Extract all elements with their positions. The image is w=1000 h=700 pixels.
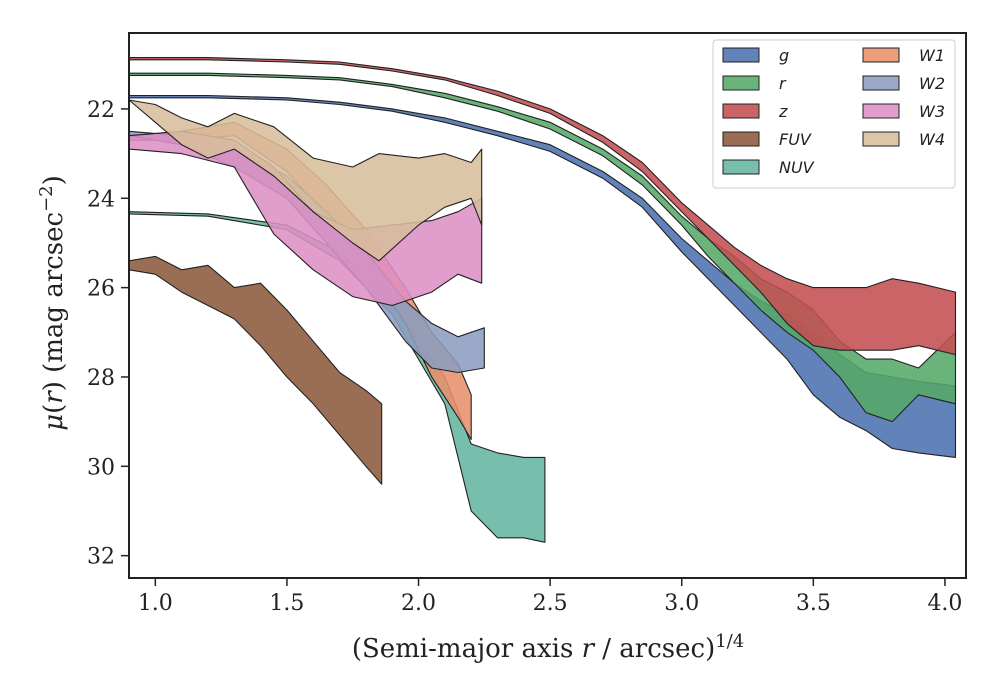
legend-label-nuv: NUV [779, 158, 815, 177]
x-tick-label: 1.0 [138, 591, 173, 616]
legend-swatch-z [722, 103, 760, 119]
series-band-z [128, 57, 957, 356]
legend: grz FUV NUV W1 W2 W3 W4 [712, 39, 956, 189]
legend-label-r: r [779, 74, 787, 93]
y-tick-label: 24 [87, 187, 115, 212]
legend-swatch-w2 [862, 75, 900, 91]
legend-swatch-g [722, 47, 760, 63]
legend-swatch-w3 [862, 103, 900, 119]
legend-swatch-fuv [722, 131, 760, 147]
y-tick-label: 30 [87, 455, 115, 480]
series-layer [128, 57, 957, 543]
series-band-r [128, 72, 957, 423]
legend-swatch-nuv [722, 159, 760, 175]
x-tick-label: 2.5 [533, 591, 568, 616]
y-tick-label: 22 [87, 98, 115, 123]
legend-swatch-r [722, 75, 760, 91]
x-tick-label: 1.5 [269, 591, 304, 616]
y-tick-label: 28 [87, 366, 115, 391]
x-tick-label: 2.0 [401, 591, 436, 616]
legend-label-z: z [778, 102, 788, 121]
legend-label-w1: W1 [919, 46, 945, 65]
legend-label-g: g [779, 46, 789, 65]
x-axis-label: (Semi-major axis r / arcsec)1/4 [352, 631, 744, 664]
legend-label-fuv: FUV [779, 130, 812, 149]
x-tick-label: 3.5 [796, 591, 831, 616]
series-band-fuv [128, 255, 383, 485]
legend-swatch-w1 [862, 47, 900, 63]
y-tick-label: 32 [87, 545, 115, 570]
legend-label-w3: W3 [919, 102, 945, 121]
legend-swatch-w4 [862, 131, 900, 147]
series-band-g [128, 94, 957, 458]
x-tick-label: 3.0 [664, 591, 699, 616]
plot-frame [128, 32, 967, 579]
y-axis-label: μ(r) (mag arcsec−2) [36, 175, 69, 431]
legend-label-w4: W4 [919, 130, 945, 149]
x-axis: 1.0 1.5 2.0 2.5 3.0 3.5 4.0 [138, 578, 962, 616]
y-axis: 22 24 26 28 30 32 [87, 98, 129, 570]
x-tick-label: 4.0 [927, 591, 962, 616]
series-band-w4 [128, 99, 483, 262]
legend-label-w2: W2 [919, 74, 945, 93]
y-tick-label: 26 [87, 277, 115, 302]
